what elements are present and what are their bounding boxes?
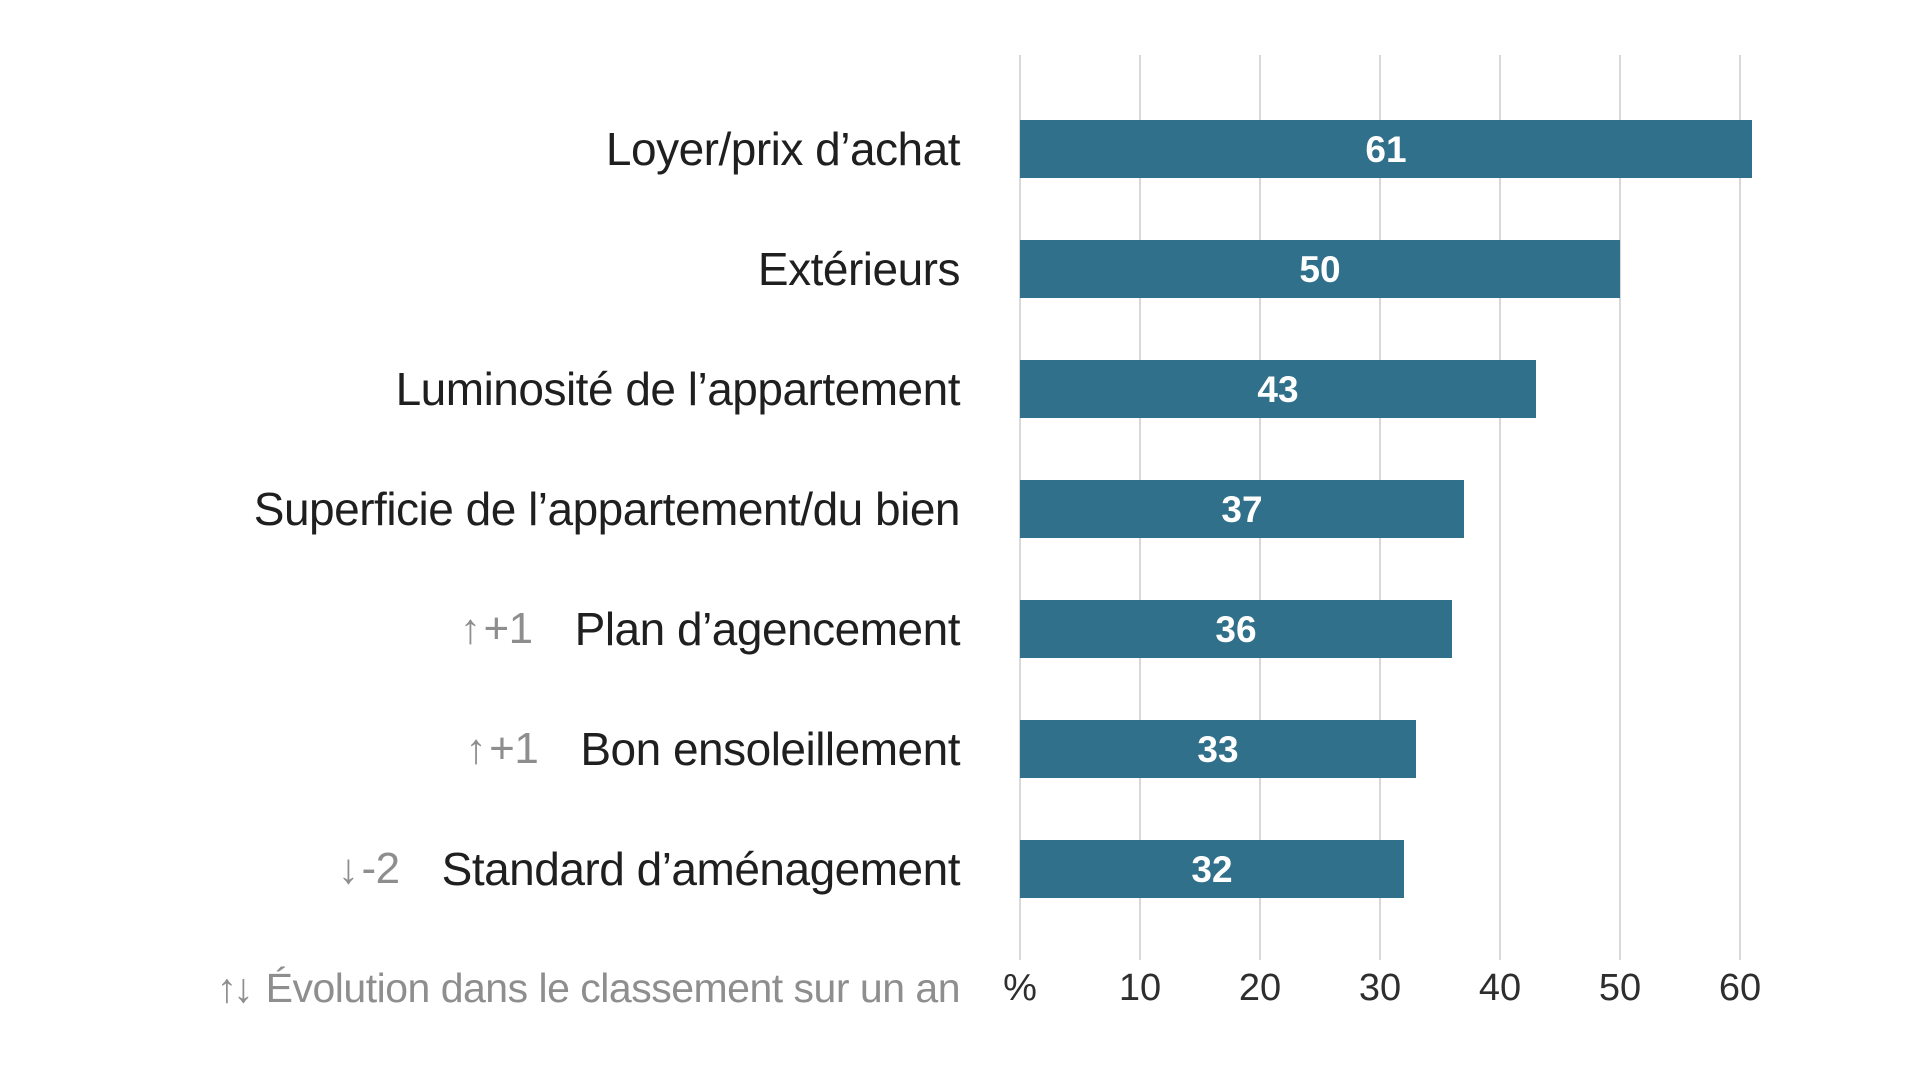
- bar-value-label: 37: [1221, 488, 1263, 530]
- gridline: [1739, 55, 1741, 960]
- x-tick-label: 30: [1358, 967, 1402, 1009]
- gridline: [1619, 55, 1621, 960]
- bar: 61: [1020, 120, 1752, 178]
- bar-value-label: 61: [1365, 128, 1407, 170]
- category-row-label: Luminosité de l’appartement: [395, 360, 961, 418]
- category-row-label: ↓ -2 Standard d’aménagement: [338, 840, 960, 898]
- x-tick-label: 20: [1238, 967, 1282, 1009]
- bar: 37: [1020, 480, 1464, 538]
- x-tick-label: 60: [1718, 967, 1762, 1009]
- x-tick-label: %: [1003, 967, 1037, 1009]
- bar-value-label: 32: [1191, 848, 1233, 890]
- bar: 43: [1020, 360, 1536, 418]
- bar: 36: [1020, 600, 1452, 658]
- up-arrow-icon: ↑: [459, 605, 481, 652]
- rank-delta: +1: [483, 604, 533, 653]
- down-arrow-icon: ↓: [338, 845, 359, 892]
- legend-note-text: Évolution dans le classement sur un an: [265, 965, 961, 1011]
- category-label-text: Plan d’agencement: [574, 603, 961, 655]
- category-label-text: Standard d’aménagement: [441, 843, 961, 895]
- category-row-label: ↑ +1 Bon ensoleillement: [466, 720, 961, 778]
- bar-value-label: 33: [1197, 728, 1239, 770]
- up-down-arrows-icon: ↑↓: [216, 965, 254, 1011]
- x-tick-label: 50: [1598, 967, 1642, 1009]
- bar: 32: [1020, 840, 1404, 898]
- category-label-text: Extérieurs: [757, 243, 961, 295]
- category-label-text: Loyer/prix d’achat: [605, 123, 961, 175]
- x-tick-label: 40: [1478, 967, 1522, 1009]
- category-row-label: Loyer/prix d’achat: [605, 120, 961, 178]
- gridline: [1499, 55, 1501, 960]
- legend-note: ↑↓ Évolution dans le classement sur un a…: [216, 963, 961, 1013]
- category-label-text: Superficie de l’appartement/du bien: [253, 483, 961, 535]
- bar-value-label: 43: [1257, 368, 1299, 410]
- category-label-text: Bon ensoleillement: [580, 723, 960, 775]
- category-row-label: Extérieurs: [757, 240, 961, 298]
- rank-change-indicator: ↓ -2: [338, 847, 400, 891]
- rank-change-indicator: ↑ +1: [466, 727, 539, 771]
- category-row-label: Superficie de l’appartement/du bien: [253, 480, 961, 538]
- bar-value-label: 50: [1299, 248, 1341, 290]
- category-label-text: Luminosité de l’appartement: [395, 363, 961, 415]
- bar-value-label: 36: [1215, 608, 1257, 650]
- up-arrow-icon: ↑: [465, 725, 487, 772]
- rank-change-indicator: ↑ +1: [460, 607, 533, 651]
- rank-delta: +1: [489, 724, 539, 773]
- bar: 50: [1020, 240, 1620, 298]
- rank-delta: -2: [361, 844, 401, 893]
- category-row-label: ↑ +1 Plan d’agencement: [460, 600, 961, 658]
- bar: 33: [1020, 720, 1416, 778]
- x-tick-label: 10: [1118, 967, 1162, 1009]
